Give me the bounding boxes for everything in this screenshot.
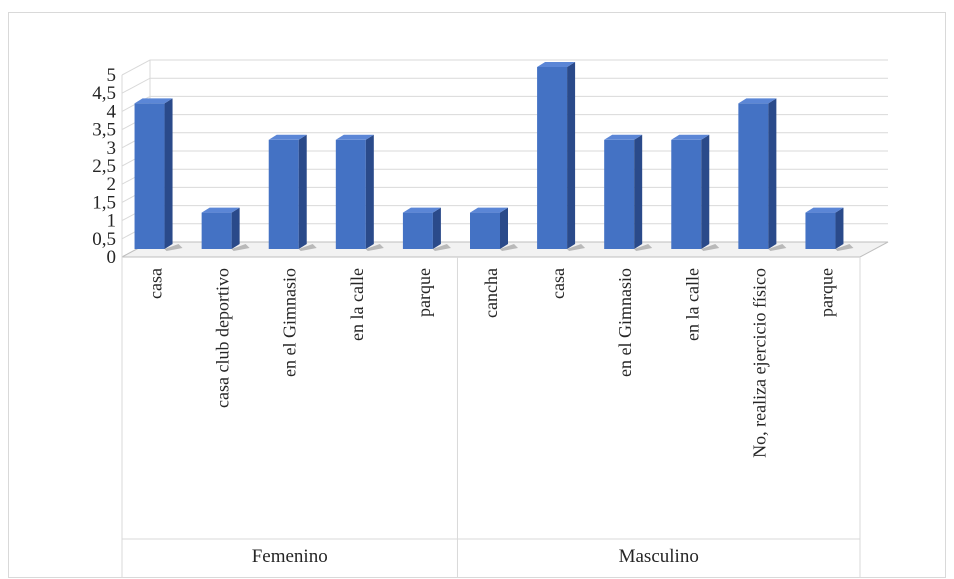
bar-top bbox=[738, 98, 777, 104]
chart-border bbox=[8, 12, 946, 578]
group-label: Femenino bbox=[252, 546, 328, 567]
bar bbox=[201, 212, 232, 249]
x-tick-label: cancha bbox=[481, 268, 501, 318]
bar bbox=[470, 212, 500, 249]
bar bbox=[402, 212, 433, 249]
bar bbox=[805, 212, 836, 249]
bar-shadow bbox=[835, 244, 854, 251]
bar-side bbox=[500, 207, 508, 249]
bar bbox=[537, 67, 568, 249]
bar-top bbox=[470, 207, 508, 213]
bar-top bbox=[201, 207, 240, 213]
x-tick-label: casa bbox=[548, 268, 568, 299]
bar-shadow bbox=[164, 244, 183, 251]
bar-side bbox=[701, 134, 710, 249]
bar-top bbox=[268, 134, 307, 140]
gridline bbox=[121, 77, 888, 94]
group-label: Masculino bbox=[619, 546, 699, 567]
gridline bbox=[121, 59, 888, 76]
bar-top bbox=[671, 134, 710, 140]
x-tick-label: parque bbox=[816, 268, 836, 317]
bar-side bbox=[164, 98, 173, 250]
y-tick-label: 3 bbox=[107, 138, 117, 159]
x-tick-label: parque bbox=[414, 268, 434, 317]
bar-shadow bbox=[500, 244, 518, 251]
bars bbox=[134, 62, 854, 251]
bar-side bbox=[298, 134, 307, 249]
bar-side bbox=[432, 207, 441, 249]
y-tick-label: 4 bbox=[107, 101, 117, 122]
bar-shadow bbox=[701, 244, 720, 251]
bar-side bbox=[567, 62, 576, 249]
y-tick-label: 5 bbox=[107, 65, 117, 86]
bar bbox=[134, 103, 165, 250]
bar-shadow bbox=[298, 244, 317, 251]
y-tick-label: 1,5 bbox=[92, 192, 116, 213]
bar-top bbox=[402, 207, 441, 213]
x-axis-labels: casa casa club deportivo en el Gimnasio en … bbox=[121, 257, 861, 577]
bar-shadow bbox=[231, 244, 250, 251]
bar bbox=[604, 139, 635, 249]
y-tick-label: 2,5 bbox=[92, 156, 116, 177]
bar-shadow bbox=[432, 244, 451, 251]
bar-top bbox=[537, 62, 576, 67]
bar-side bbox=[365, 134, 374, 249]
x-tick-label: en la calle bbox=[682, 268, 702, 341]
y-tick-label: 4,5 bbox=[92, 83, 116, 104]
bar-top bbox=[604, 134, 643, 140]
bar-side bbox=[634, 134, 643, 249]
bar bbox=[738, 103, 769, 250]
bar-shadow bbox=[365, 244, 384, 251]
x-tick-label: en el Gimnasio bbox=[280, 268, 300, 377]
bar-top bbox=[134, 98, 173, 104]
y-tick-label: 1 bbox=[107, 211, 117, 232]
bar-side bbox=[231, 207, 240, 249]
y-axis-ticks: 00,511,522,533,544,55 bbox=[92, 65, 116, 268]
bar bbox=[335, 139, 366, 249]
y-tick-label: 2 bbox=[107, 174, 117, 195]
x-tick-label: en la calle bbox=[347, 268, 367, 341]
bar-top bbox=[335, 134, 374, 140]
bar-shadow bbox=[768, 244, 787, 251]
bar bbox=[268, 139, 299, 249]
bar-top bbox=[805, 207, 844, 213]
bar bbox=[671, 139, 702, 249]
y-tick-label: 0 bbox=[107, 247, 117, 268]
x-tick-label: No, realiza ejercicio físico bbox=[749, 268, 769, 458]
x-tick-label: casa club deportivo bbox=[213, 268, 233, 408]
y-tick-label: 3,5 bbox=[92, 120, 116, 141]
bar-side bbox=[835, 207, 844, 249]
x-tick-label: casa bbox=[146, 268, 166, 299]
y-tick-label: 0,5 bbox=[92, 229, 116, 250]
bar-shadow bbox=[567, 244, 586, 251]
bar-side bbox=[768, 98, 777, 250]
bar-shadow bbox=[634, 244, 653, 251]
x-tick-label: en el Gimnasio bbox=[615, 268, 635, 377]
